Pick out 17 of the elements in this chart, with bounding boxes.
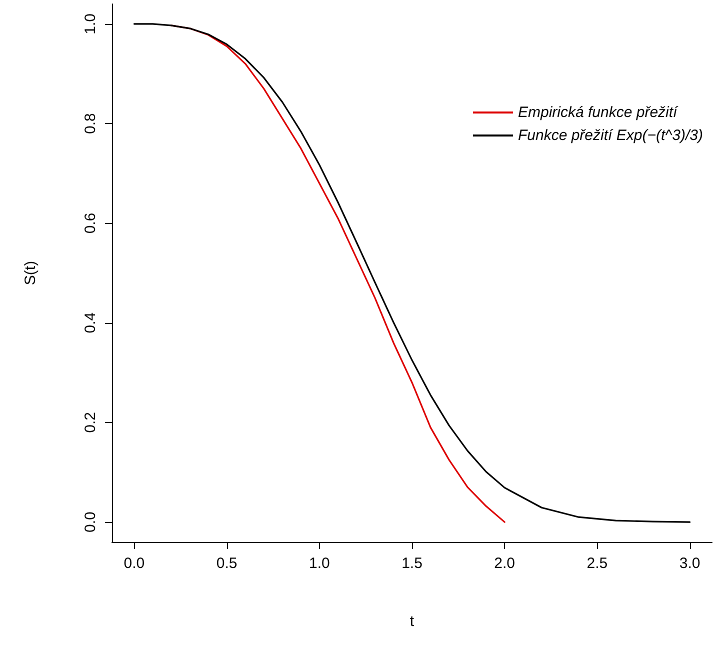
legend-label: Funkce přežití Exp(−(t^3)/3) [518,127,704,144]
x-tick-label: 2.0 [494,555,516,572]
y-tick-label: 1.0 [82,13,99,34]
y-axis-title: S(t) [22,260,39,286]
x-tick-label: 3.0 [679,555,700,572]
x-tick-label: 1.5 [402,555,422,572]
x-axis-title: t [410,613,415,630]
x-tick-label: 0.5 [216,555,238,572]
x-tick-label: 2.5 [586,555,608,572]
y-tick-label: 0.4 [82,312,99,334]
legend-label: Empirická funkce přežití [518,104,680,121]
y-tick-label: 0.0 [82,512,99,533]
y-tick-label: 0.8 [82,113,99,134]
y-tick-label: 0.6 [82,212,99,234]
y-tick-label: 0.2 [82,412,99,433]
x-tick-label: 1.0 [308,555,330,572]
x-tick-label: 0.0 [124,555,145,572]
